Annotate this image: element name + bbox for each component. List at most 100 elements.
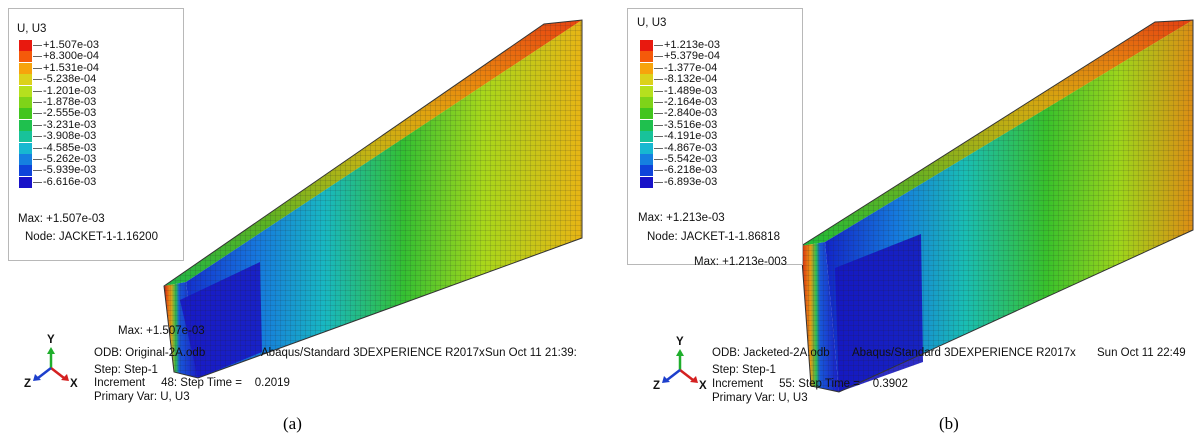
legend-tick [33,170,42,172]
legend-tick [33,45,42,46]
legend-value: +8.300e-04 [43,50,99,63]
legend-tick [33,79,42,81]
legend-entry: +8.300e-04 [19,50,99,63]
legend-swatch [19,62,32,74]
legend-tick [654,136,663,138]
legend-tick [33,181,42,183]
legend-entry: -6.218e-03 [640,165,717,177]
legend-swatch [19,142,32,154]
legend-tick [654,124,663,126]
solver-label: Abaqus/Standard 3DEXPERIENCE R2017x [261,347,485,359]
legend-tick [33,67,42,69]
legend-tick [33,56,42,58]
legend-entry: -1.201e-03 [19,84,97,97]
legend-value: +1.531e-04 [43,61,99,74]
max-annotation: Max: +1.213e-003 [694,256,788,268]
legend-tick [33,147,42,149]
legend-swatch [640,131,653,143]
legend-title: U, U3 [637,17,667,29]
legend-tick [654,79,663,81]
legend-tick [654,159,663,160]
max-annotation: Max: +1.507e-03 [118,325,205,337]
legend-entry: -2.840e-03 [640,108,717,120]
legend-entry: -6.616e-03 [19,175,97,188]
legend-entry: -8.132e-04 [640,73,718,86]
legend-value: -8.132e-04 [664,73,718,86]
legend-entry: -5.262e-03 [19,154,96,165]
legend-swatch [19,40,32,51]
legend-tick [654,56,663,58]
legend-value: -3.516e-03 [664,118,718,131]
legend-swatch [640,85,653,97]
legend-tick [33,159,42,160]
legend-value: -5.542e-03 [664,153,718,165]
triad-y-label: Y [47,334,55,346]
triad-a [33,347,69,381]
legend-entry: -4.867e-03 [640,141,718,154]
legend-swatch [640,119,653,131]
legend-entry: -3.516e-03 [640,118,718,131]
legend-entry: +1.213e-03 [640,40,720,51]
legend-value: -2.164e-03 [664,96,718,108]
legend-tick [654,45,663,46]
legend-swatch [640,40,653,51]
legend-swatch [19,131,32,143]
legend-max-label: Max: +1.507e-03 [18,213,105,225]
step-label: Step: Step-1 [94,364,158,376]
legend-value: -1.201e-03 [43,84,97,97]
triad-x-label: X [699,380,707,392]
legend-value: -1.377e-04 [664,61,718,74]
legend-entry: -4.585e-03 [19,142,96,154]
legend-swatch [640,74,653,86]
legend-entry: -5.939e-03 [19,164,97,177]
legend-swatch [640,108,653,120]
legend-value: -5.262e-03 [43,153,97,165]
primary-var-label: Primary Var: U, U3 [712,392,808,404]
legend-value: -5.238e-04 [43,73,97,86]
legend-node-label: Node: JACKET-1-1.86818 [647,231,780,243]
legend-node-label: Node: JACKET-1-1.16200 [25,231,158,243]
legend-tick [654,102,663,103]
legend-entry: +1.507e-03 [19,40,99,51]
legend-entry: -1.489e-03 [640,85,717,97]
legend-swatch [19,176,32,188]
legend-tick [33,113,42,115]
legend-entry: -3.231e-03 [19,119,96,131]
odb-label: ODB: Jacketed-2A.odb [712,347,830,359]
caption-a: (a) [283,414,302,433]
panel-a: U, U3 +1.507e-03 +8.300e-04 +1.531e-04 -5.2… [0,0,600,442]
caption-b: (b) [939,414,959,433]
triad-z-label: Z [24,378,32,390]
legend-value: -4.867e-03 [664,141,718,154]
legend-swatch [640,62,653,74]
legend-swatch [19,119,32,131]
legend-tick [33,124,42,126]
triad-b [662,349,698,383]
legend-tick [654,170,663,172]
increment-label: Increment 48: Step Time = 0.2019 [94,377,290,389]
legend-entry: +1.531e-04 [19,61,99,74]
legend-entry: -2.164e-03 [640,97,717,108]
legend-value: -5.939e-03 [43,164,97,177]
legend-value: -2.555e-03 [43,107,97,120]
legend-entry: -4.191e-03 [640,130,718,143]
legend-tick [654,90,663,92]
legend-swatch [640,142,653,154]
legend-swatch [640,176,653,188]
legend-swatch [19,165,32,177]
legend-swatch [640,154,653,165]
triad-x-label: X [70,378,78,390]
legend-value: -4.191e-03 [664,130,718,143]
legend-value: -6.616e-03 [43,175,97,188]
legend-value: -6.893e-03 [664,175,718,188]
legend-swatch [19,74,32,86]
legend-tick [33,90,42,92]
legend-tick [654,113,663,115]
legend-swatch [19,154,32,165]
date-label: Sun Oct 11 22:49 [1097,347,1186,359]
legend-swatch [640,97,653,108]
legend-value: -1.878e-03 [43,96,97,108]
legend-entry: +5.379e-04 [640,51,720,63]
panel-b: U, U3 +1.213e-03 +5.379e-04 -1.377e-04 -8.1… [603,0,1203,442]
triad-y-label: Y [676,336,684,348]
